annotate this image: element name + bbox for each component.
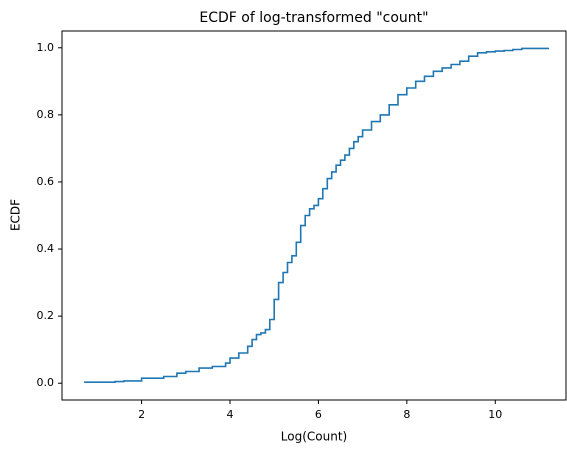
chart-title: ECDF of log-transformed "count" [199,10,428,26]
y-axis-label: ECDF [9,199,23,231]
y-tick-label: 1.0 [37,41,55,54]
x-tick-label: 10 [488,408,502,421]
x-axis-label: Log(Count) [281,430,347,444]
ecdf-series-line [84,47,550,383]
y-tick-label: 0.0 [37,376,55,389]
y-tick-label: 0.4 [37,242,55,255]
x-tick-label: 6 [315,408,322,421]
y-tick-label: 0.2 [37,309,55,322]
x-tick-label: 8 [403,408,410,421]
x-tick-label: 2 [138,408,145,421]
y-tick-label: 0.8 [37,108,55,121]
y-tick-label: 0.6 [37,175,55,188]
plot-frame [61,30,567,401]
axis-ticks: 2 4 6 8 10 0.0 0.2 0.4 0.6 0.8 1.0 [37,41,503,421]
x-tick-label: 4 [227,408,234,421]
plot-area [62,31,566,400]
